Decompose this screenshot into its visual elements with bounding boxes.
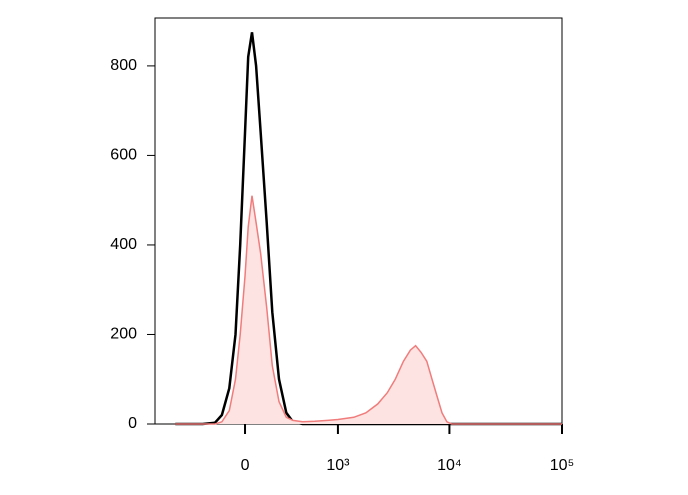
plot-frame xyxy=(154,17,563,425)
y-tick-label: 400 xyxy=(110,236,137,253)
y-tick-label: 200 xyxy=(110,326,137,343)
x-tick-label: 10³ xyxy=(326,457,350,474)
y-tick-label: 800 xyxy=(110,57,137,74)
y-tick-label: 0 xyxy=(128,415,137,432)
histogram-line xyxy=(175,32,562,426)
y-tick-label: 600 xyxy=(110,147,137,164)
x-tick-label: 0 xyxy=(241,457,250,474)
x-tick-label: 10⁴ xyxy=(437,457,462,474)
histogram-line xyxy=(175,195,562,425)
x-tick-label: 10⁵ xyxy=(550,457,574,474)
